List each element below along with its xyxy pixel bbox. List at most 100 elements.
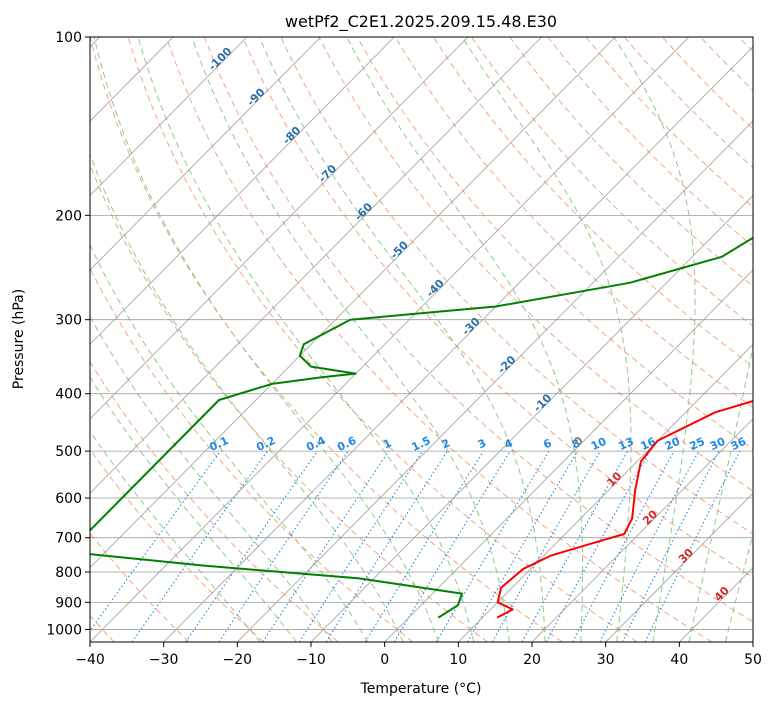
moist-adiabat xyxy=(613,37,696,642)
mixing-ratio-line xyxy=(185,450,318,642)
isotherm-line xyxy=(310,194,753,642)
moist-adiabat xyxy=(346,37,584,642)
isotherm-line xyxy=(90,37,690,642)
y-axis-ticks: 100 200 300 400 500 600 700 800 900 1000 xyxy=(46,30,90,638)
y-tick-label: 1000 xyxy=(46,622,82,638)
x-tick-label: 50 xyxy=(744,652,762,668)
mixing-ratio-line xyxy=(435,450,550,642)
dry-adiabat-label: 20 xyxy=(640,507,660,527)
x-tick-label: −20 xyxy=(223,652,253,668)
dry-adiabat xyxy=(280,37,753,535)
dry-adiabat-label: -40 xyxy=(424,276,447,299)
mixing-ratio-line xyxy=(393,450,511,642)
x-tick-label: 0 xyxy=(380,652,389,668)
dry-adiabat xyxy=(471,37,753,327)
mixing-ratio-label: 3 xyxy=(476,436,488,451)
mixing-ratio-label: 16 xyxy=(639,435,659,453)
moist-adiabats xyxy=(90,37,753,642)
mixing-ratio-label: 2 xyxy=(440,436,452,451)
x-tick-label: 30 xyxy=(597,652,615,668)
dry-adiabat-label: 40 xyxy=(712,584,732,604)
dry-adiabat xyxy=(90,360,339,642)
mixing-ratio-label: 10 xyxy=(589,435,609,453)
moist-adiabat xyxy=(688,344,753,642)
isotherm-line xyxy=(384,269,753,642)
moist-adiabat xyxy=(259,37,546,642)
isobars xyxy=(90,37,753,630)
y-tick-label: 200 xyxy=(55,208,82,224)
mixing-ratio-line xyxy=(621,450,720,642)
plot-area: 0.1 0.2 0.4 0.6 1 1.5 2 3 4 6 8 10 13 16 20 25 30 36-100-… xyxy=(90,37,753,642)
isotherm-line xyxy=(237,120,753,642)
dry-adiabat xyxy=(165,37,712,642)
mixing-ratio-line xyxy=(545,450,651,642)
isotherm-line xyxy=(90,37,616,569)
dry-adiabat-label: -20 xyxy=(495,353,518,376)
mixing-ratio-label: 20 xyxy=(663,435,683,453)
isotherms xyxy=(90,37,753,642)
profile-series xyxy=(90,236,753,619)
y-tick-label: 600 xyxy=(55,491,82,507)
moist-adiabat xyxy=(137,37,475,642)
moist-adiabat xyxy=(461,37,632,642)
moist-adiabat xyxy=(90,376,297,642)
dry-adiabat xyxy=(738,37,753,53)
dry-adiabat-label: 30 xyxy=(676,546,696,566)
dry-adiabat-label: -60 xyxy=(352,200,375,223)
mixing-ratio-lines xyxy=(90,450,741,642)
profile-line xyxy=(496,400,753,619)
dry-adiabat xyxy=(623,37,753,169)
iso-labels: 0.1 0.2 0.4 0.6 1 1.5 2 3 4 6 8 10 13 16 20 25 30 36-100-… xyxy=(206,44,749,604)
y-tick-label: 500 xyxy=(55,444,82,460)
isotherm-line xyxy=(90,37,469,420)
dry-adiabat-label: -30 xyxy=(459,315,482,338)
isotherm-line xyxy=(90,37,395,345)
dry-adiabat xyxy=(203,37,753,623)
dry-adiabat xyxy=(432,37,753,368)
isotherm-line xyxy=(163,46,753,642)
moist-adiabat xyxy=(90,152,404,642)
dry-adiabat xyxy=(90,448,264,642)
x-tick-label: −10 xyxy=(296,652,326,668)
profile-line xyxy=(90,236,753,619)
plot-frame xyxy=(89,36,754,643)
mixing-ratio-line xyxy=(262,450,390,642)
x-tick-label: −30 xyxy=(149,652,179,668)
dry-adiabat xyxy=(127,37,638,642)
dry-adiabat xyxy=(242,37,753,579)
isotherm-line xyxy=(90,37,248,197)
mixing-ratio-label: 25 xyxy=(687,435,706,453)
dry-adiabat-label: -100 xyxy=(206,44,235,73)
chart-title: wetPf2_C2E1.2025.209.15.48.E30 xyxy=(285,12,557,32)
moist-adiabat xyxy=(725,532,753,642)
isotherm-line xyxy=(458,343,753,642)
mixing-ratio-label: 30 xyxy=(708,435,728,453)
dry-adiabat xyxy=(509,37,753,287)
dry-adiabat xyxy=(661,37,753,130)
isotherm-line xyxy=(605,492,753,642)
dry-adiabat-label: -70 xyxy=(316,162,339,185)
y-tick-label: 300 xyxy=(55,313,82,329)
mixing-ratio-line xyxy=(644,450,741,642)
y-tick-label: 900 xyxy=(55,595,82,611)
dry-adiabat xyxy=(394,37,753,409)
moist-adiabat xyxy=(93,37,439,642)
x-tick-label: 40 xyxy=(670,652,688,668)
dry-adiabats xyxy=(90,37,753,642)
mixing-ratio-line xyxy=(364,450,484,642)
x-tick-label: 20 xyxy=(523,652,541,668)
y-tick-label: 800 xyxy=(55,565,82,581)
moist-adiabat xyxy=(191,37,510,642)
x-tick-label: 10 xyxy=(449,652,467,668)
moist-adiabat xyxy=(90,315,333,642)
moist-adiabat xyxy=(90,430,261,642)
mixing-ratio-label: 6 xyxy=(541,436,554,451)
y-tick-label: 400 xyxy=(55,387,82,403)
dry-adiabat-label: -90 xyxy=(244,85,267,108)
mixing-ratio-label: 36 xyxy=(729,435,749,453)
dry-adiabat xyxy=(356,37,753,450)
mixing-ratio-line xyxy=(218,450,349,642)
x-tick-label: −40 xyxy=(75,652,105,668)
isotherm-line xyxy=(90,37,542,494)
